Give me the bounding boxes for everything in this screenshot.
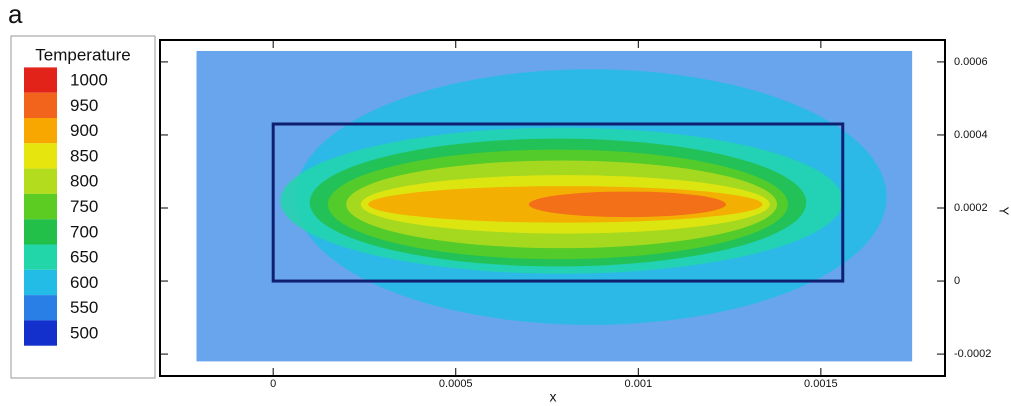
- legend-swatch: [24, 143, 57, 169]
- legend-swatch: [24, 244, 57, 270]
- x-axis-label: x: [550, 389, 557, 405]
- legend-swatch: [24, 219, 57, 245]
- y-tick-label: 0.0006: [954, 56, 988, 68]
- legend-label: 750: [70, 197, 98, 216]
- y-tick-label: 0.0002: [954, 202, 988, 214]
- y-axis-label: Y: [997, 207, 1011, 216]
- legend-swatch: [24, 118, 57, 144]
- legend-label: 700: [70, 222, 98, 241]
- legend-swatch: [24, 295, 57, 321]
- legend-label: 1000: [70, 70, 108, 89]
- legend-swatch: [24, 168, 57, 194]
- legend-title: Temperature: [35, 45, 130, 64]
- x-tick-label: 0.0015: [804, 378, 838, 390]
- legend-swatch: [24, 269, 57, 296]
- legend-label: 950: [70, 96, 98, 115]
- y-tick-label: 0: [954, 275, 960, 287]
- x-tick-label: 0.0005: [439, 378, 473, 390]
- legend-label: 550: [70, 298, 98, 317]
- y-tick-label: 0.0004: [954, 129, 988, 141]
- legend-label: 650: [70, 248, 98, 267]
- legend-label: 900: [70, 121, 98, 140]
- x-tick-label: 0.001: [625, 378, 653, 390]
- contour-region: [528, 191, 726, 218]
- legend-label: 500: [70, 323, 98, 342]
- legend-swatch: [24, 193, 57, 220]
- legend-label: 800: [70, 172, 98, 191]
- x-tick-label: 0: [270, 378, 276, 390]
- legend-label: 600: [70, 273, 98, 292]
- legend-swatch: [24, 92, 57, 118]
- legend-label: 850: [70, 146, 98, 165]
- legend-swatch: [24, 320, 57, 346]
- legend-swatch: [24, 67, 57, 93]
- particle-bed: [271, 122, 845, 283]
- panel-label: a: [8, 0, 23, 29]
- y-tick-label: -0.0002: [954, 348, 991, 360]
